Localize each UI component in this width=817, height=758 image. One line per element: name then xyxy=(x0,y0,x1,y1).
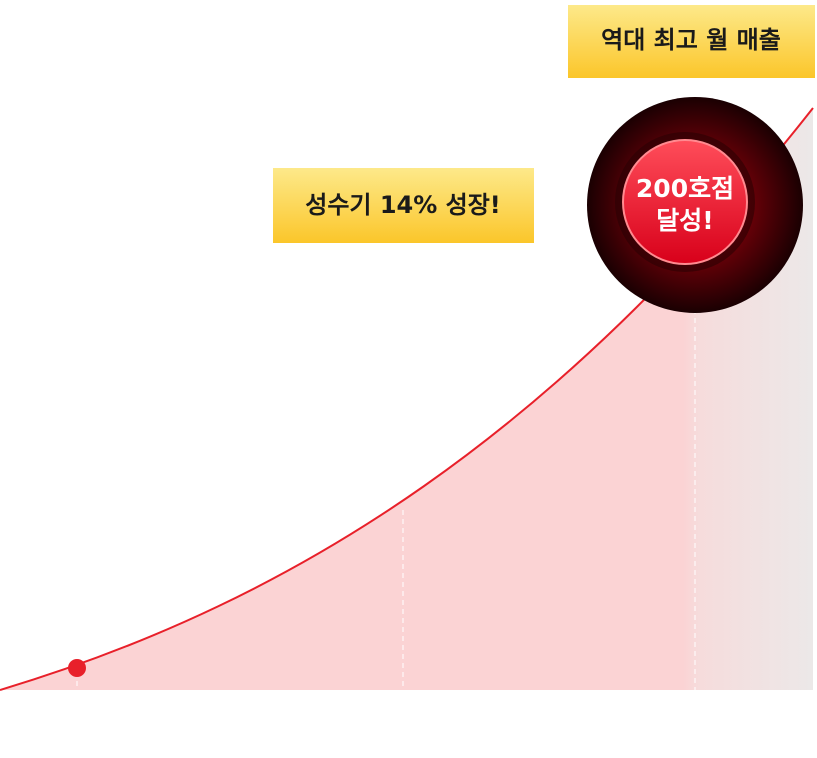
area xyxy=(0,108,813,690)
milestone-text: 200호점 xyxy=(636,174,734,203)
milestone-text: 달성! xyxy=(656,206,713,235)
milestone-badge xyxy=(622,139,748,265)
record-callout xyxy=(568,5,815,78)
growth-text: 성수기 14% 성장! xyxy=(305,191,501,219)
record-text: 역대 최고 월 매출 xyxy=(601,26,781,54)
start-dot xyxy=(68,659,86,677)
growth-callout xyxy=(273,168,534,243)
